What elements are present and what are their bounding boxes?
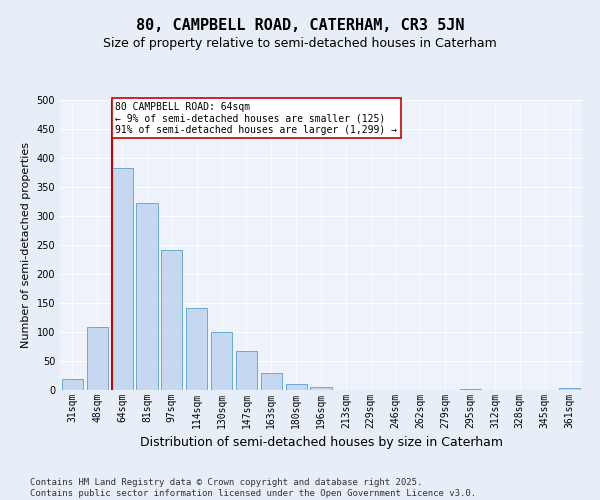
Bar <box>236 350 257 390</box>
X-axis label: Distribution of semi-detached houses by size in Caterham: Distribution of semi-detached houses by … <box>139 436 503 450</box>
Y-axis label: Number of semi-detached properties: Number of semi-detached properties <box>21 142 31 348</box>
Bar <box>87 328 108 390</box>
Bar <box>136 202 158 390</box>
Bar <box>310 386 332 390</box>
Text: 80 CAMPBELL ROAD: 64sqm
← 9% of semi-detached houses are smaller (125)
91% of se: 80 CAMPBELL ROAD: 64sqm ← 9% of semi-det… <box>115 102 397 135</box>
Bar <box>161 250 182 390</box>
Bar <box>559 388 580 390</box>
Bar <box>211 332 232 390</box>
Bar <box>62 379 83 390</box>
Bar <box>286 384 307 390</box>
Bar <box>186 308 207 390</box>
Text: Size of property relative to semi-detached houses in Caterham: Size of property relative to semi-detach… <box>103 38 497 51</box>
Text: Contains HM Land Registry data © Crown copyright and database right 2025.
Contai: Contains HM Land Registry data © Crown c… <box>30 478 476 498</box>
Text: 80, CAMPBELL ROAD, CATERHAM, CR3 5JN: 80, CAMPBELL ROAD, CATERHAM, CR3 5JN <box>136 18 464 32</box>
Bar <box>261 373 282 390</box>
Bar <box>460 389 481 390</box>
Bar <box>112 168 133 390</box>
